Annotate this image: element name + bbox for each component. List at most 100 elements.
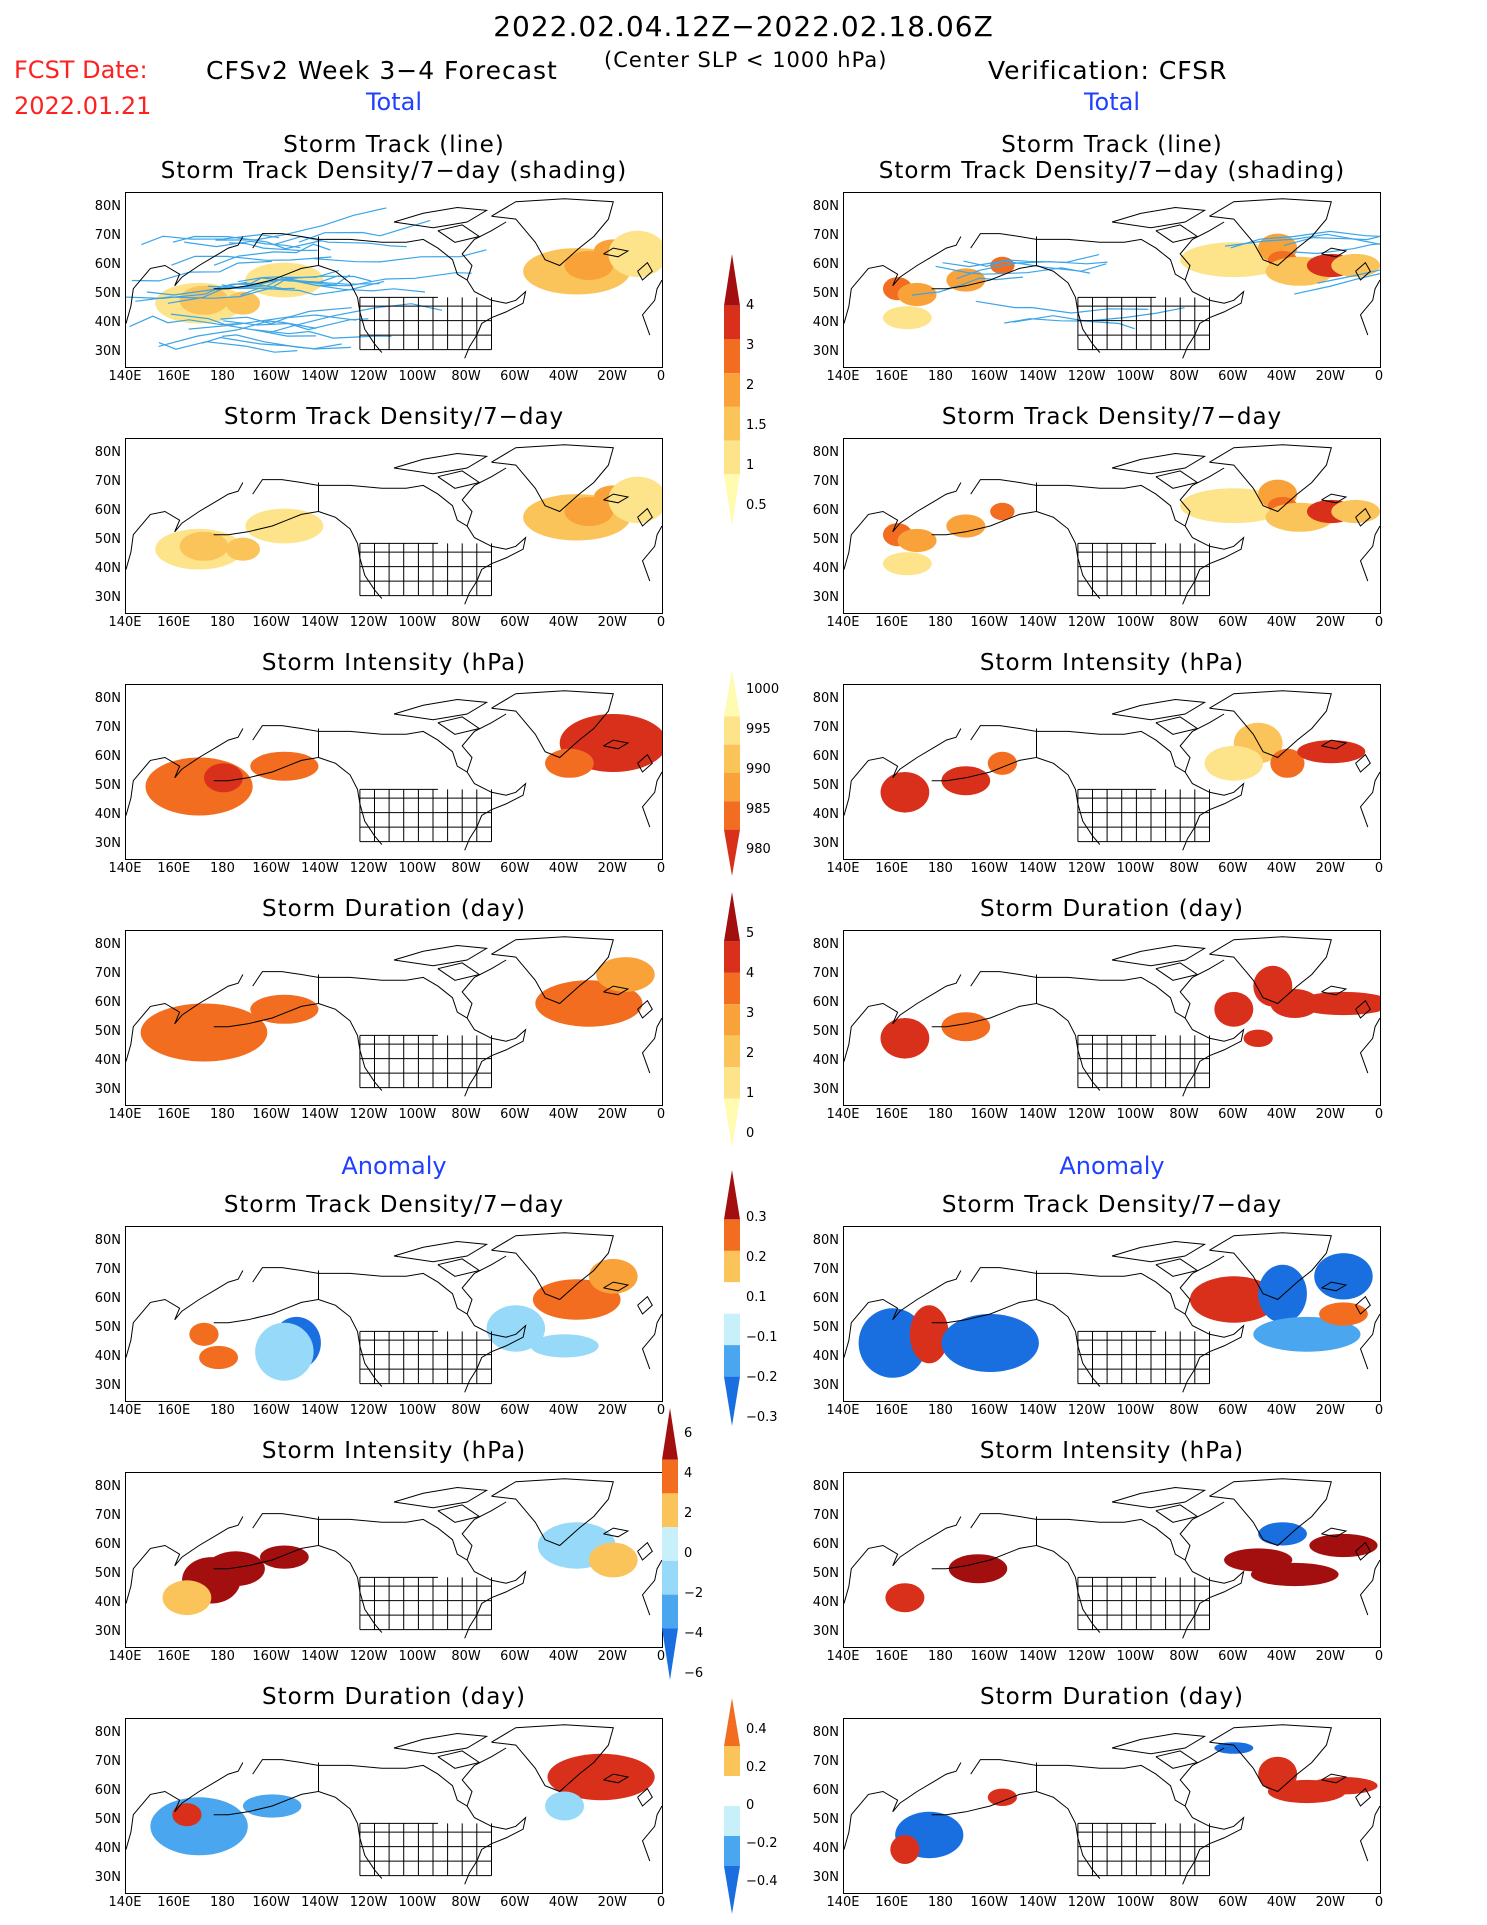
shading-cell xyxy=(245,508,324,544)
lon-tick-label: 60W xyxy=(1218,1649,1248,1664)
shading-cell xyxy=(250,751,319,781)
lon-tick-label: 140W xyxy=(301,1107,339,1122)
lon-tick-label: 80W xyxy=(451,369,481,384)
lon-tick-label: 120W xyxy=(349,861,388,876)
coastline xyxy=(1036,511,1101,599)
lon-tick-label: 160W xyxy=(252,1107,290,1122)
lon-tick-label: 160E xyxy=(157,1107,191,1122)
lat-tick-label: 80N xyxy=(812,936,839,952)
coastline xyxy=(437,716,481,735)
shading-cell xyxy=(1331,499,1380,524)
lon-tick-label: 80W xyxy=(451,1107,481,1122)
coastline xyxy=(126,1270,244,1358)
lon-tick-label: 120W xyxy=(1067,1403,1106,1418)
coastline xyxy=(318,511,383,599)
lon-tick-label: 140W xyxy=(301,369,339,384)
map-panel-anom-duration-fcst xyxy=(125,1718,663,1894)
coastline xyxy=(603,1281,630,1292)
colorbar-label: −2 xyxy=(684,1586,704,1601)
lat-tick-label: 40N xyxy=(94,1840,121,1856)
map-canvas-intensity-fcst xyxy=(126,690,662,851)
lon-tick-label: 100W xyxy=(1116,615,1155,630)
colorbar-intensity xyxy=(724,670,740,876)
shading-cell xyxy=(150,1797,248,1856)
lon-tick-label: 0 xyxy=(656,1403,666,1418)
coastline xyxy=(1036,1747,1225,1807)
colorbar-swatch xyxy=(724,773,740,802)
coastline xyxy=(1321,739,1348,750)
lon-tick-label: 160W xyxy=(970,369,1008,384)
lon-tick-label: 120W xyxy=(1067,369,1106,384)
storm-track-line xyxy=(1230,230,1380,249)
map-canvas-duration-obs xyxy=(844,936,1380,1097)
map-panel-track-obs xyxy=(843,192,1381,368)
coastline xyxy=(1209,1478,1332,1547)
coastline xyxy=(844,482,962,570)
colorbar-anom-density xyxy=(724,1170,740,1426)
lat-tick-label: 70N xyxy=(94,1261,121,1277)
coastline xyxy=(931,971,1037,1028)
lat-tick-label: 30N xyxy=(812,835,839,851)
coastline xyxy=(437,962,481,981)
lon-tick-label: 160W xyxy=(970,1895,1008,1910)
lon-tick-label: 140E xyxy=(108,615,142,630)
colorbar-label: 1 xyxy=(746,1086,755,1101)
lon-tick-label: 140W xyxy=(1019,615,1057,630)
shading-cell xyxy=(1331,253,1380,278)
colorbar-duration xyxy=(724,892,740,1148)
coastline xyxy=(1111,698,1207,721)
coastline xyxy=(464,525,527,605)
coastline xyxy=(393,698,489,721)
colorbar-label: 4 xyxy=(746,298,755,313)
map-canvas-density-obs xyxy=(844,444,1380,605)
coastline xyxy=(1209,1724,1332,1793)
lat-tick-label: 70N xyxy=(812,1261,839,1277)
storm-track-line xyxy=(131,260,272,282)
lat-tick-label: 50N xyxy=(94,1319,121,1335)
colorbar-swatch xyxy=(724,1098,740,1148)
coastline xyxy=(641,279,662,336)
lon-tick-label: 0 xyxy=(656,369,666,384)
coastline xyxy=(1155,716,1199,735)
colorbar-label: −4 xyxy=(684,1626,704,1641)
coastline xyxy=(491,444,614,513)
storm-track-line xyxy=(201,336,351,350)
shading-cell xyxy=(140,1003,268,1062)
lat-tick-label: 60N xyxy=(812,1290,839,1306)
lon-tick-label: 40W xyxy=(548,1107,579,1122)
shading-cell xyxy=(545,1791,585,1821)
coastline xyxy=(1359,1017,1380,1074)
map-canvas-anom-duration-obs xyxy=(844,1724,1380,1885)
map-panel-track-fcst xyxy=(125,192,663,368)
colorbar-swatch xyxy=(724,1219,740,1251)
storm-track-line xyxy=(221,334,342,350)
coastline xyxy=(844,728,962,816)
lon-tick-label: 140E xyxy=(108,1649,142,1664)
lon-tick-label: 160W xyxy=(252,1895,290,1910)
coastline xyxy=(641,1017,662,1074)
coastline xyxy=(1111,1732,1207,1755)
lat-tick-label: 30N xyxy=(94,1869,121,1885)
storm-track-line xyxy=(314,249,487,263)
panel-title-intensity-left: Storm Intensity (hPa) xyxy=(261,650,527,676)
lon-tick-label: 80W xyxy=(451,615,481,630)
lon-tick-label: 140W xyxy=(301,1895,339,1910)
lon-tick-label: 180 xyxy=(928,1403,953,1418)
storm-track-line xyxy=(284,278,426,293)
coastline xyxy=(318,1255,507,1315)
lon-tick-label: 140W xyxy=(1019,369,1057,384)
coastline xyxy=(1209,1232,1332,1301)
lon-tick-label: 20W xyxy=(597,1649,627,1664)
colorbar-swatch xyxy=(724,1836,740,1866)
slp-threshold-note: (Center SLP < 1000 hPa) xyxy=(604,48,888,72)
coastline xyxy=(1359,1805,1380,1862)
storm-track-line xyxy=(184,240,301,249)
colorbar-swatch xyxy=(724,1004,740,1036)
lon-tick-label: 140W xyxy=(301,861,339,876)
coastline xyxy=(464,1805,527,1885)
coastline xyxy=(1182,1805,1245,1885)
lon-tick-label: 180 xyxy=(210,1649,235,1664)
lon-tick-label: 140E xyxy=(108,1403,142,1418)
coastline xyxy=(1182,525,1245,605)
lon-tick-label: 100W xyxy=(398,369,437,384)
